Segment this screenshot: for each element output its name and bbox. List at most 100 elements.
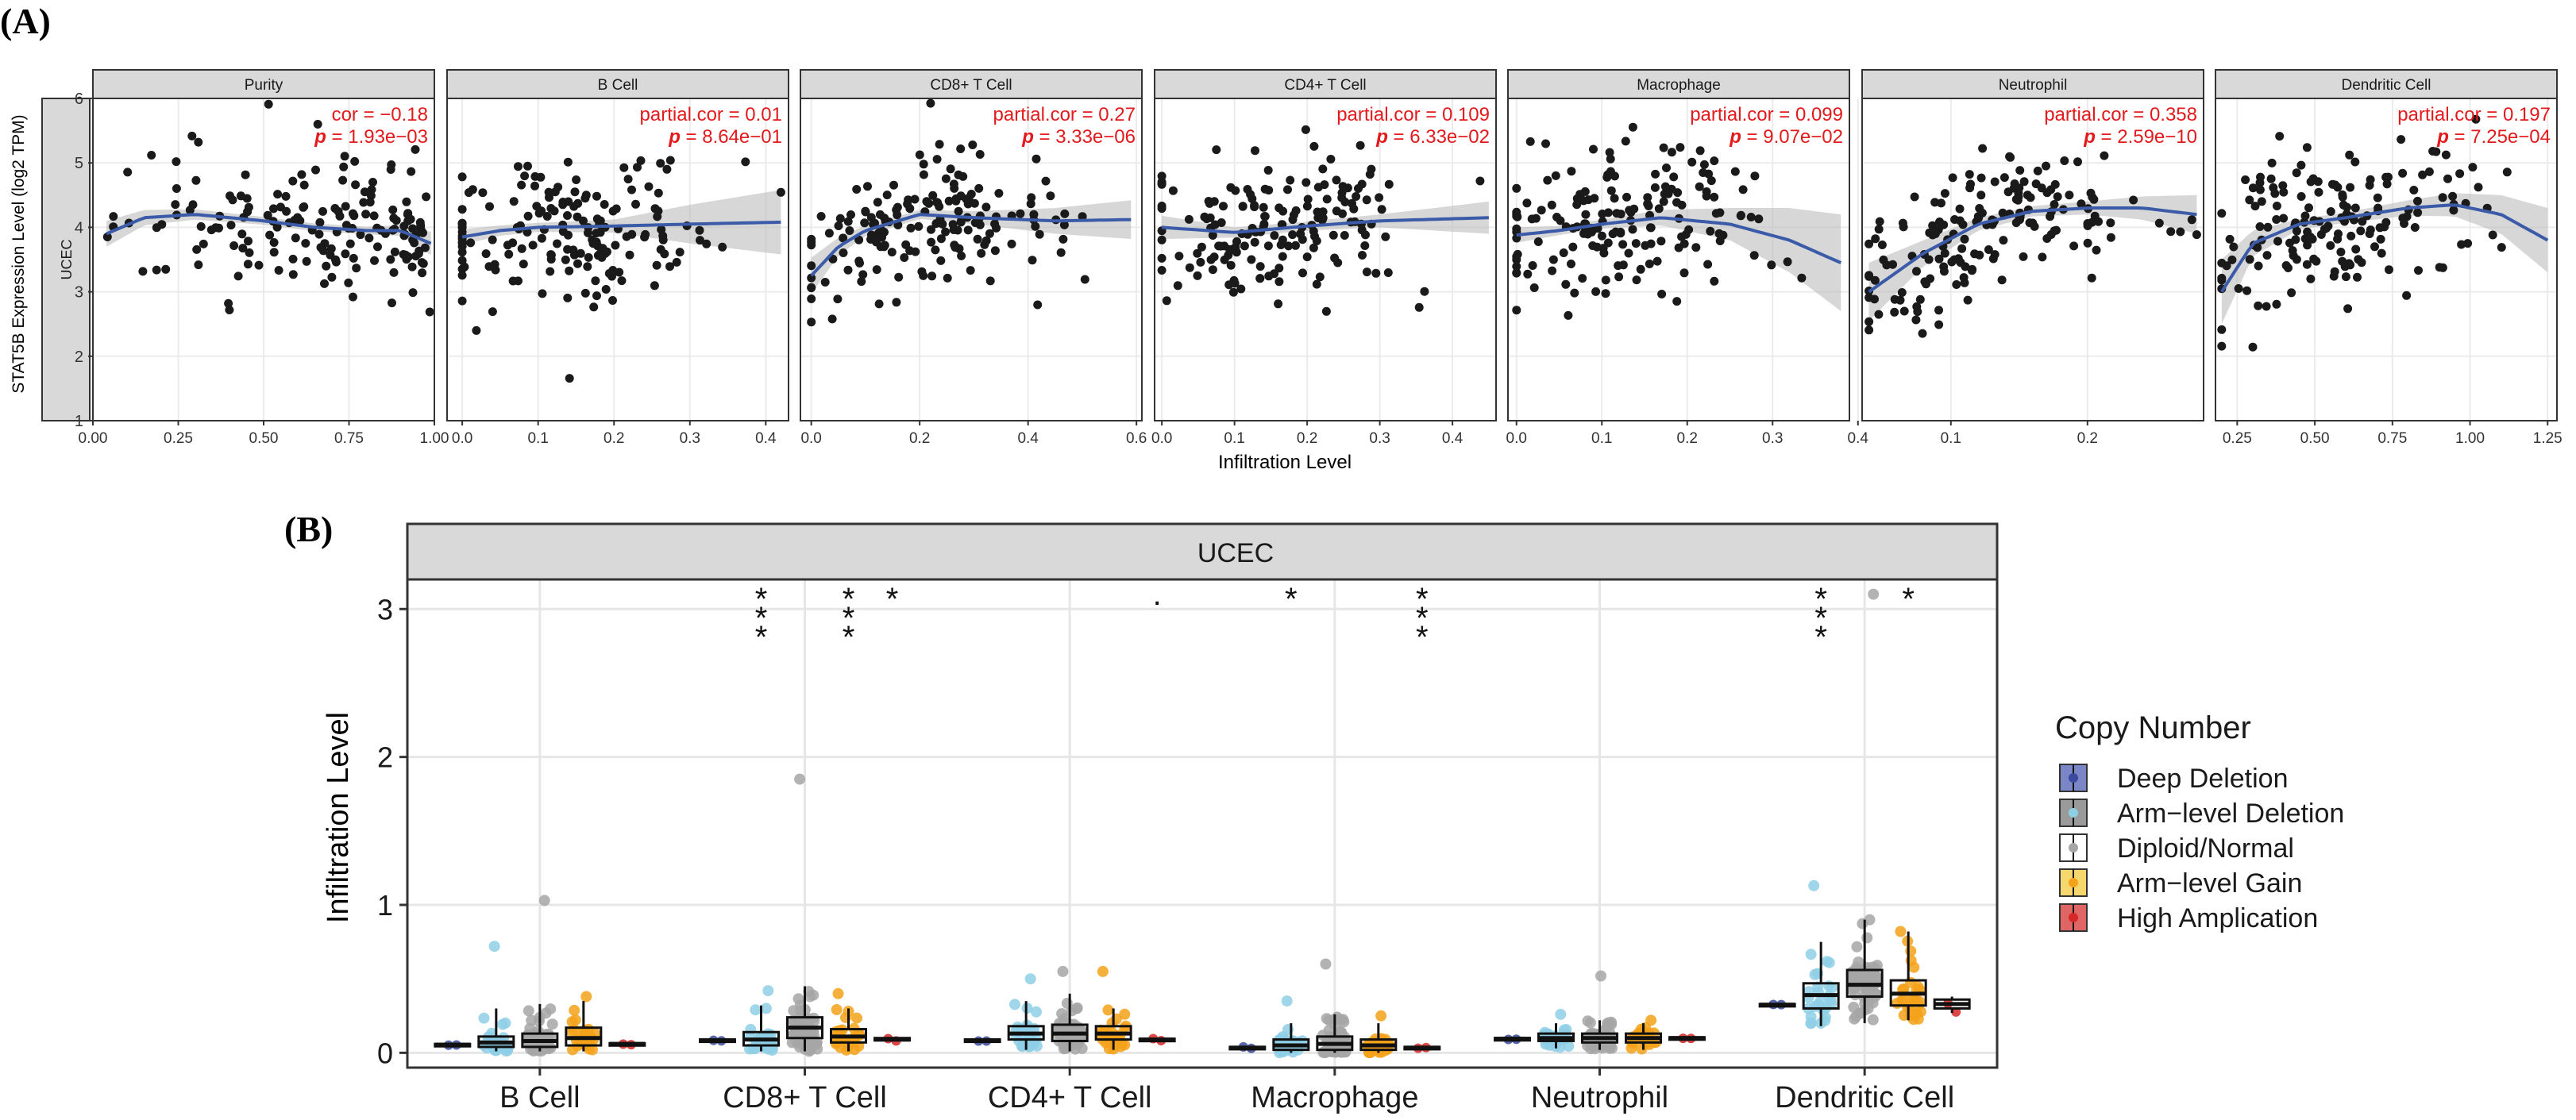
p-label: p [1375,126,1388,148]
data-point [273,190,283,199]
data-point [478,188,488,198]
data-point [2502,167,2512,177]
data-point [1321,306,1331,316]
x-tick-label: CD8+ T Cell [723,1081,887,1114]
data-point [517,244,526,253]
data-point [1270,231,1279,241]
data-point [341,249,350,259]
data-point [1628,225,1637,234]
jitter-point [1908,1008,1920,1020]
data-point [2354,255,2363,264]
data-point [2083,238,2092,248]
y-tick-label: 1 [75,413,83,430]
jitter-point [1868,588,1880,600]
data-point [1984,245,1993,254]
jitter-point [1321,1013,1332,1025]
data-point [390,247,399,256]
data-point [192,244,202,254]
data-point [1783,257,1792,267]
data-point [1970,249,1980,259]
data-point [558,200,568,210]
y-tick-label: 4 [75,219,83,237]
data-point [2250,202,2260,211]
data-point [1512,262,1521,271]
significance-star: * [843,620,855,655]
plot-panel [407,579,1997,1068]
x-tick-label: 0.4 [1442,430,1463,447]
data-point [1597,231,1606,241]
data-point [538,289,547,298]
data-point [1027,193,1036,202]
data-point [600,200,609,209]
data-point [1636,264,1645,274]
panel-a-xlabel: Infiltration Level [1218,452,1352,473]
x-tick-label: 0.50 [2300,430,2330,447]
data-point [1302,252,1312,262]
data-point [340,152,349,161]
data-point [2468,163,2478,172]
data-point [2356,226,2366,236]
data-point [2129,195,2138,205]
data-point [1513,249,1522,259]
data-point [1572,194,1582,203]
data-point [1512,183,1521,193]
data-point [351,180,361,190]
data-point [301,239,310,248]
data-point [1578,274,1587,283]
data-point [1618,240,1628,249]
jitter-point [760,1003,772,1014]
x-tick-label: 0.1 [527,430,548,447]
y-tick-label: 6 [75,90,83,108]
data-point [926,98,935,108]
panel-a-ylabel: STAT5B Expression Level (log2 TPM) [10,114,28,393]
jitter-point [794,773,806,785]
data-point [2106,233,2115,242]
data-point [488,235,497,244]
jitter-point [1808,879,1820,891]
significance-star: * [1814,620,1827,655]
data-point [408,224,418,233]
data-point [2414,266,2423,275]
data-point [2326,207,2335,216]
jitter-point [1814,995,1826,1007]
data-point [2331,180,2340,190]
data-point [1275,277,1284,287]
jitter-point [1895,926,1907,937]
data-point [291,233,300,243]
data-point [1264,186,1274,195]
data-point [875,210,885,219]
data-point [503,241,512,250]
x-tick-label: CD4+ T Cell [988,1081,1152,1114]
jitter-point [1031,1006,1042,1018]
data-point [2370,242,2379,252]
jitter-point [1855,968,1867,980]
data-point [2086,188,2096,198]
data-point [1865,239,1874,248]
data-point [2262,302,2271,311]
data-point [1997,275,2007,285]
x-tick-label: 0.4 [755,430,777,447]
data-point [2413,208,2423,217]
data-point [2245,195,2254,205]
data-point [1357,179,1367,189]
data-point [914,221,924,231]
stat-label: partial.cor [1336,104,1420,125]
data-point [288,176,298,186]
data-point [1952,280,1961,289]
stat-eq: = [2449,126,2470,148]
data-point [2330,267,2339,276]
data-point [633,163,642,172]
data-point [2023,191,2032,200]
jitter-point [1281,995,1293,1007]
data-point [956,191,966,201]
y-tick-label: 0 [377,1037,393,1069]
data-point [656,159,665,168]
data-point [2302,260,2312,269]
data-point [425,307,434,317]
data-point [627,185,636,194]
data-point [509,197,519,206]
data-point [2176,227,2185,237]
data-point [1274,299,1283,309]
data-point [2227,255,2237,264]
data-point [927,225,935,234]
